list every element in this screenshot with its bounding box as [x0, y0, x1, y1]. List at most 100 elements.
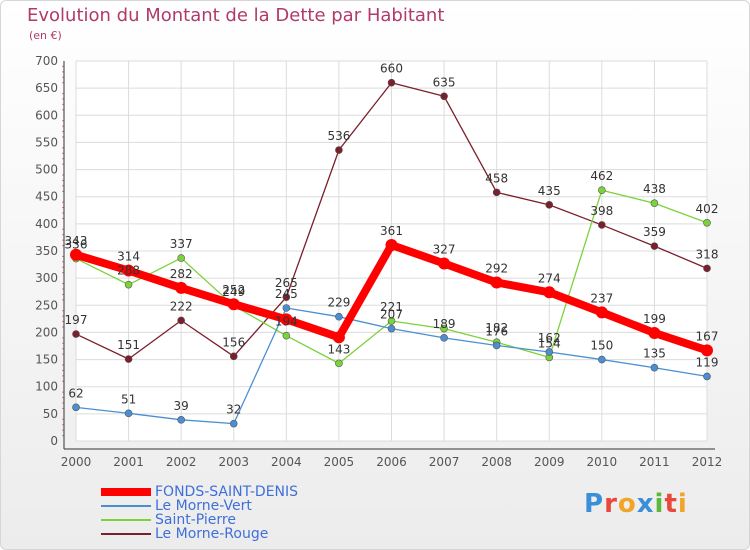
data-point — [387, 324, 396, 333]
legend-item-le-morne-vert: Le Morne-Vert — [101, 499, 298, 513]
data-label: 265 — [275, 276, 298, 290]
legend-swatch — [101, 533, 151, 535]
data-label: 536 — [327, 129, 350, 143]
legend-item-le-morne-rouge: Le Morne-Rouge — [101, 527, 298, 541]
data-label: 199 — [643, 312, 666, 326]
data-label: 167 — [696, 329, 719, 343]
data-point — [545, 201, 554, 209]
data-point — [648, 326, 661, 339]
logo-letter: o — [617, 489, 637, 519]
data-label: 249 — [222, 285, 245, 299]
proxiti-logo: Proxiti — [584, 489, 688, 519]
data-label: 288 — [117, 264, 140, 278]
data-label: 660 — [380, 62, 403, 76]
data-label: 162 — [538, 331, 561, 345]
data-label: 156 — [222, 335, 245, 349]
data-point — [227, 298, 240, 311]
data-point — [282, 293, 291, 301]
data-point — [650, 242, 659, 250]
data-point — [492, 188, 501, 197]
data-point — [124, 409, 133, 418]
data-label: 39 — [174, 399, 189, 413]
y-tick-label: 350 — [35, 244, 58, 258]
data-point — [701, 344, 713, 357]
logo-letter: P — [584, 489, 605, 519]
data-label: 207 — [380, 308, 403, 322]
data-point — [492, 341, 501, 350]
data-label: 398 — [590, 204, 613, 218]
data-label: 135 — [643, 347, 666, 361]
data-point — [335, 312, 343, 321]
data-label: 143 — [327, 342, 350, 356]
data-label: 458 — [485, 171, 508, 185]
data-point — [598, 221, 606, 229]
y-tick-label: 500 — [35, 163, 58, 177]
data-point — [440, 324, 448, 333]
data-label: 62 — [68, 386, 83, 400]
legend-label: FONDS-SAINT-DENIS — [155, 484, 299, 500]
data-point — [72, 403, 80, 412]
x-tick-label: 2012 — [692, 455, 723, 469]
data-point — [122, 264, 135, 277]
data-label: 182 — [485, 321, 508, 335]
data-label: 154 — [538, 336, 561, 350]
y-tick-label: 0 — [50, 434, 58, 448]
x-tick-label: 2000 — [61, 455, 92, 469]
x-tick-label: 2004 — [271, 455, 302, 469]
x-tick-label: 2006 — [376, 455, 407, 469]
data-point — [124, 280, 133, 289]
chart-unit: (en €) — [29, 29, 62, 42]
data-point — [282, 331, 291, 340]
data-point — [598, 186, 606, 194]
data-label: 222 — [170, 299, 193, 313]
y-tick-label: 50 — [43, 407, 58, 421]
data-point — [177, 254, 185, 262]
data-label: 438 — [643, 182, 666, 196]
legend-item-fonds-saint-denis: FONDS-SAINT-DENIS — [101, 485, 298, 499]
data-label: 252 — [222, 283, 245, 297]
data-label: 435 — [538, 184, 561, 198]
x-tick-label: 2001 — [113, 455, 144, 469]
x-tick-label: 2008 — [481, 455, 512, 469]
data-point — [490, 276, 503, 289]
legend-swatch — [101, 488, 151, 496]
data-point — [598, 355, 606, 364]
legend-swatch — [101, 505, 151, 507]
data-point — [387, 317, 396, 325]
data-label: 462 — [590, 169, 613, 183]
legend-item-saint-pierre: Saint-Pierre — [101, 513, 298, 527]
y-tick-label: 250 — [35, 298, 58, 312]
y-tick-label: 100 — [35, 380, 58, 394]
chart-title: Evolution du Montant de la Dette par Hab… — [27, 5, 445, 26]
x-tick-label: 2011 — [639, 455, 670, 469]
data-point — [385, 239, 398, 252]
data-label: 245 — [275, 287, 298, 301]
data-point — [70, 248, 82, 261]
data-labels: 197 151 222 156 265 536 660 635 458 435 398 359 318 3… — [65, 62, 719, 417]
y-tick-label: 300 — [35, 271, 58, 285]
data-label: 189 — [433, 317, 456, 331]
data-point — [543, 286, 556, 299]
logo-letter: x — [636, 489, 655, 519]
data-point — [177, 316, 185, 325]
y-tick-label: 550 — [35, 135, 58, 149]
x-tick-label: 2002 — [166, 455, 197, 469]
data-point — [650, 363, 659, 372]
data-point — [440, 92, 448, 101]
x-tick-label: 2007 — [429, 455, 460, 469]
y-tick-label: 400 — [35, 217, 58, 231]
data-label: 51 — [121, 392, 136, 406]
data-point — [124, 355, 133, 363]
data-label: 314 — [117, 250, 140, 264]
data-point — [703, 264, 711, 273]
logo-letter: i — [654, 489, 665, 519]
logo-letter: i — [677, 489, 688, 519]
legend-label: Le Morne-Rouge — [155, 526, 269, 542]
x-tick-label: 2009 — [534, 455, 565, 469]
data-label: 197 — [65, 313, 88, 327]
data-label: 150 — [590, 339, 613, 353]
x-tick-label: 2003 — [218, 455, 249, 469]
axes: 0 50 100 150 200 250 300 350 400 450 500 550 600 650 7… — [35, 54, 722, 469]
legend-swatch — [101, 519, 151, 521]
